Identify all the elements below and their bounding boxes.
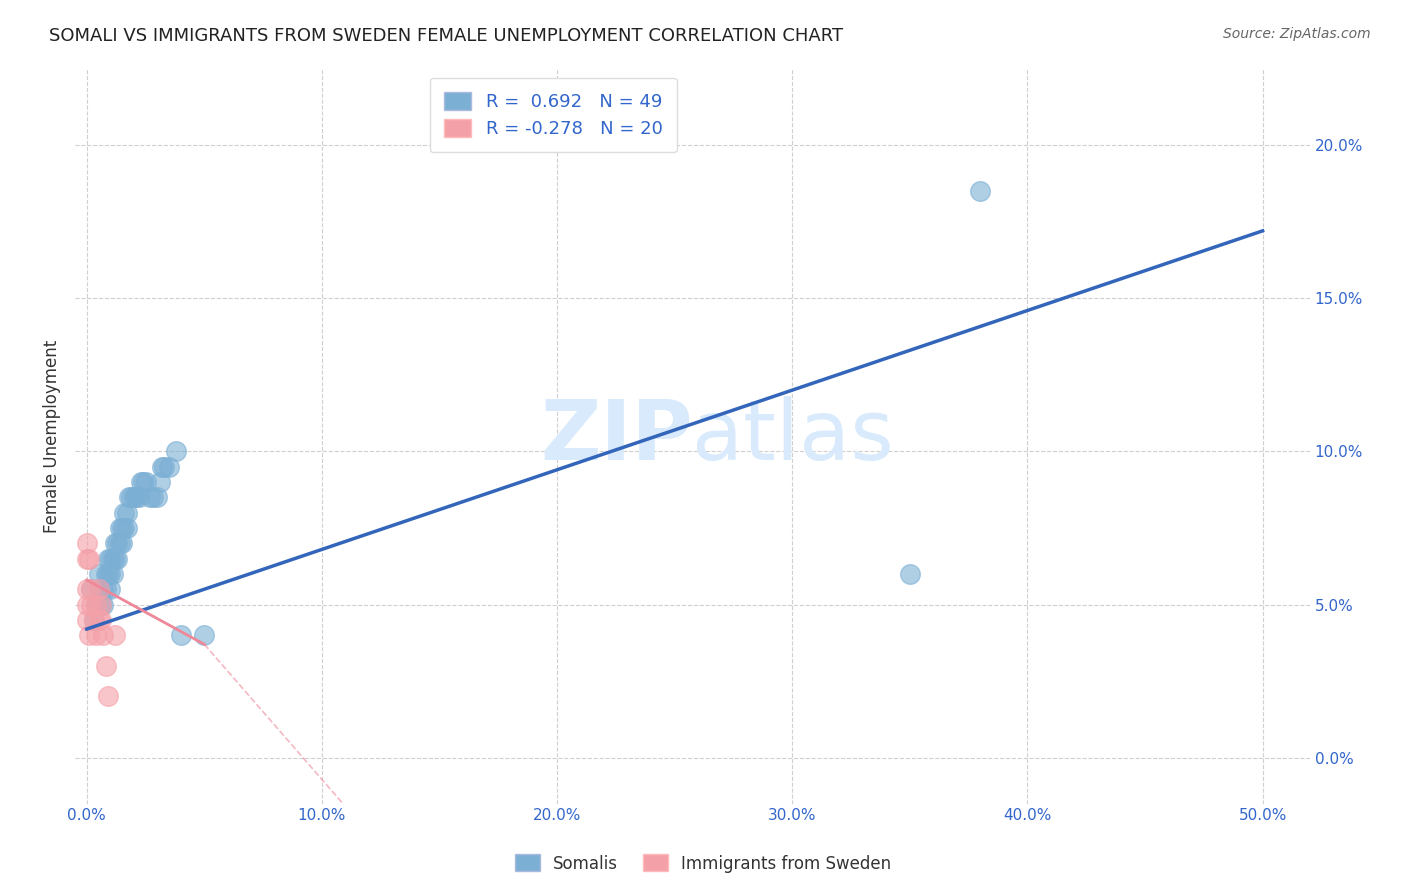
Text: SOMALI VS IMMIGRANTS FROM SWEDEN FEMALE UNEMPLOYMENT CORRELATION CHART: SOMALI VS IMMIGRANTS FROM SWEDEN FEMALE … [49,27,844,45]
Point [115,506,138,520]
Legend: Somalis, Immigrants from Sweden: Somalis, Immigrants from Sweden [508,847,898,880]
Point [128,491,150,505]
Point [898,566,921,581]
Point [76,551,98,566]
Y-axis label: Female Unemployment: Female Unemployment [44,340,60,533]
Point [84,598,107,612]
Point [97,551,120,566]
Point [77,628,100,642]
Point [87,613,110,627]
Point [101,551,124,566]
Point [76,582,98,597]
Point [98,582,121,597]
Point [87,582,110,597]
Point [84,598,107,612]
Text: Source: ZipAtlas.com: Source: ZipAtlas.com [1223,27,1371,41]
Point [83,613,105,627]
Point [101,566,124,581]
Point [94,658,117,673]
Point [98,566,121,581]
Legend: R =  0.692   N = 49, R = -0.278   N = 20: R = 0.692 N = 49, R = -0.278 N = 20 [430,78,678,153]
Point [170,628,193,642]
Point [146,491,169,505]
Point [104,551,127,566]
Point [104,536,127,550]
Point [129,475,152,489]
Text: atlas: atlas [692,395,894,476]
Point [105,551,128,566]
Point [84,628,107,642]
Point [157,459,180,474]
Point [969,184,991,198]
Point [80,582,103,597]
Point [105,536,128,550]
Point [149,475,172,489]
Point [90,598,112,612]
Point [83,613,105,627]
Point [94,566,117,581]
Point [108,536,131,550]
Point [104,628,127,642]
Point [125,491,148,505]
Point [94,582,117,597]
Point [115,521,138,535]
Point [132,475,155,489]
Point [142,491,165,505]
Point [80,582,103,597]
Point [112,506,135,520]
Point [150,459,173,474]
Point [111,536,134,550]
Point [87,582,110,597]
Point [193,628,215,642]
Point [97,690,120,704]
Point [118,491,141,505]
Point [76,598,98,612]
Text: ZIP: ZIP [540,395,692,476]
Point [76,536,98,550]
Point [111,521,134,535]
Point [90,598,112,612]
Point [108,521,131,535]
Point [120,491,142,505]
Point [90,613,112,627]
Point [165,444,187,458]
Point [98,551,121,566]
Point [112,521,135,535]
Point [91,598,114,612]
Point [139,491,162,505]
Point [91,582,114,597]
Point [77,551,100,566]
Point [97,566,120,581]
Point [91,628,114,642]
Point [122,491,145,505]
Point [87,566,110,581]
Point [135,475,157,489]
Point [80,598,103,612]
Point [76,613,98,627]
Point [153,459,176,474]
